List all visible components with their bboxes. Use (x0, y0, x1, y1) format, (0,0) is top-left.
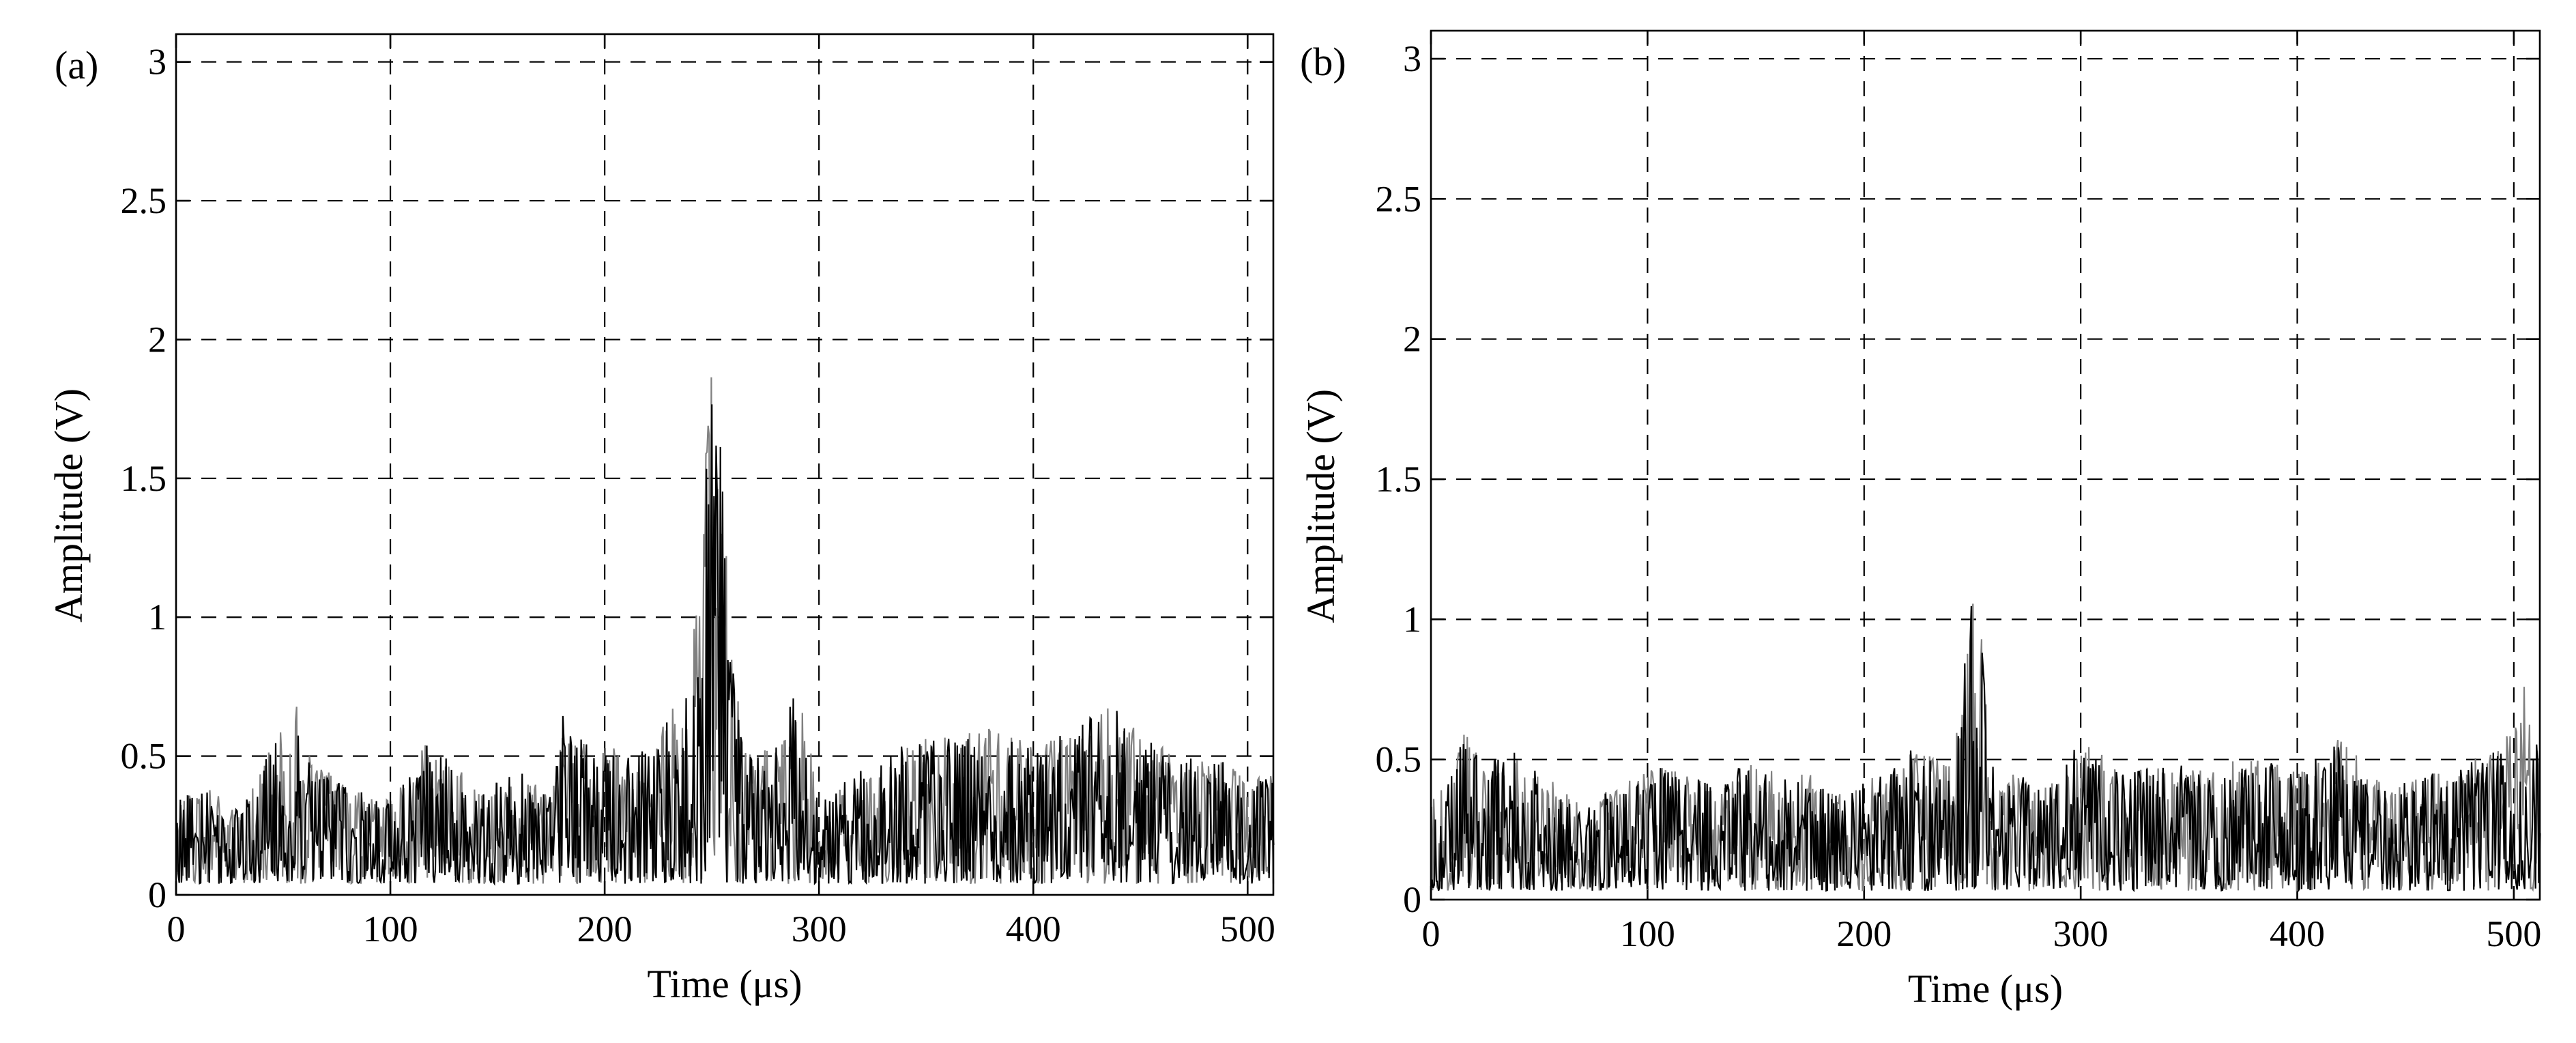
signal-a (175, 377, 1275, 886)
y-tick-label: 2.5 (121, 180, 167, 221)
panel-label-b: (b) (1300, 40, 1346, 84)
y-axis-title-a: Amplitude (V) (46, 388, 91, 623)
y-tick-label: 0.5 (1376, 739, 1422, 780)
signal-trace-black (175, 404, 1275, 886)
x-tick-label: 0 (167, 909, 186, 949)
x-tick-label: 0 (1422, 913, 1441, 954)
ticks-b: 0 100 200 300 400 500 0 0.5 1 1.5 2 2.5 3 (1376, 31, 2541, 954)
chart-panel-b: (b) Time (μs) Amplitude (V) 0 100 200 300 40… (1299, 29, 2541, 1011)
y-tick-label: 1.5 (121, 458, 167, 499)
y-tick-label: 1 (1403, 599, 1421, 640)
y-tick-label: 0 (148, 874, 167, 915)
y-tick-label: 0.5 (121, 736, 167, 777)
grid-b (1431, 31, 2540, 900)
panel-label-a: (a) (55, 43, 98, 87)
chart-panel-a: (a) Time (μs) Amplitude (V) 0 100 200 300 40… (46, 33, 1275, 1006)
y-tick-label: 2 (1403, 319, 1421, 360)
x-tick-label: 500 (1220, 909, 1275, 949)
y-tick-label: 1.5 (1376, 459, 1422, 500)
x-tick-label: 100 (363, 909, 418, 949)
x-axis-title-b: Time (μs) (1908, 967, 2063, 1011)
y-tick-label: 3 (148, 42, 167, 83)
x-tick-label: 500 (2486, 913, 2541, 954)
x-tick-label: 100 (1620, 913, 1675, 954)
x-tick-label: 400 (1006, 909, 1061, 949)
signal-trace-black (1430, 605, 2541, 894)
y-axis-title-b: Amplitude (V) (1299, 389, 1343, 623)
y-tick-label: 1 (148, 597, 167, 638)
x-axis-title-a: Time (μs) (647, 962, 802, 1006)
y-tick-label: 2 (148, 319, 167, 360)
x-tick-label: 300 (2053, 913, 2109, 954)
plot-frame-a (175, 33, 1275, 896)
x-tick-label: 300 (792, 909, 847, 949)
x-tick-label: 200 (1836, 913, 1892, 954)
y-tick-label: 2.5 (1376, 178, 1422, 219)
plot-frame-b (1430, 29, 2541, 901)
y-tick-label: 3 (1403, 38, 1421, 79)
signal-b (1430, 603, 2541, 894)
x-tick-label: 400 (2270, 913, 2325, 954)
x-tick-label: 200 (577, 909, 633, 949)
ticks-a: 0 100 200 300 400 500 0 0.5 1 1.5 2 2.5 3 (121, 34, 1275, 949)
y-tick-label: 0 (1403, 879, 1421, 920)
